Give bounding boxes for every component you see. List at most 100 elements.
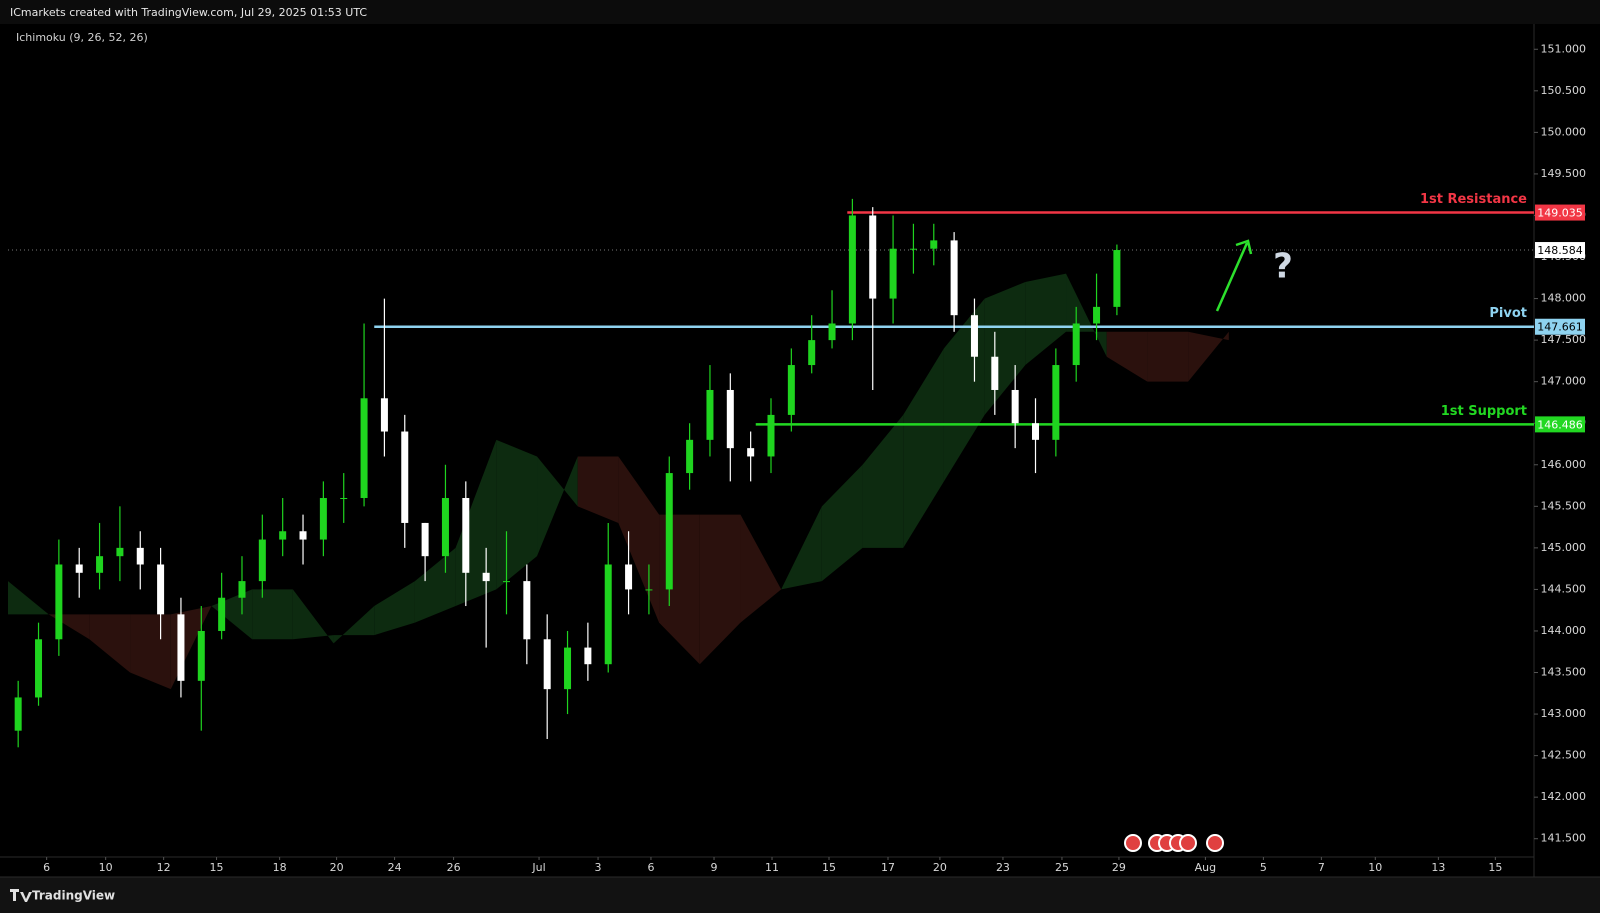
x-tick-label: 18 — [273, 861, 287, 874]
cloud-segment — [740, 514, 782, 623]
cloud-segment — [821, 464, 863, 582]
y-tick-label: 149.500 — [1541, 167, 1587, 180]
event-icon[interactable] — [1206, 834, 1224, 852]
x-tick-label: Jul — [531, 861, 545, 874]
x-tick-label: 13 — [1431, 861, 1445, 874]
event-icon[interactable] — [1124, 834, 1142, 852]
candle-body — [808, 340, 816, 366]
y-tick-label: 145.000 — [1541, 541, 1587, 554]
candle-body — [950, 240, 958, 316]
x-tick-label: 12 — [157, 861, 171, 874]
cloud-segment — [577, 456, 619, 523]
cloud-segment — [8, 581, 49, 615]
annotation: ? — [1273, 247, 1293, 287]
candle-body — [340, 498, 348, 500]
cloud-segment — [292, 589, 334, 644]
x-tick-label: 23 — [996, 861, 1010, 874]
candle-body — [319, 498, 327, 540]
cloud-segment — [89, 614, 131, 673]
candle-body — [136, 547, 144, 565]
x-tick-label: 25 — [1055, 861, 1069, 874]
y-tick-label: 146.000 — [1541, 458, 1587, 471]
x-tick-label: 6 — [647, 861, 654, 874]
candle-body — [401, 431, 409, 523]
candle-body — [482, 572, 490, 582]
footer-bar — [0, 877, 1600, 913]
cloud-segment — [862, 414, 904, 548]
y-tick-label: 144.000 — [1541, 624, 1587, 637]
x-tick-label: 24 — [388, 861, 402, 874]
candle-body — [625, 564, 633, 590]
level-label: 1st Support — [1441, 404, 1527, 419]
candle-body — [279, 531, 287, 540]
candle-body — [828, 323, 836, 341]
level-price-label: 149.035 — [1537, 207, 1583, 220]
candle-body — [75, 564, 83, 573]
candle-body — [604, 564, 612, 665]
level-label: 1st Resistance — [1420, 192, 1527, 207]
candle-body — [1093, 306, 1101, 324]
cloud-segment — [1025, 273, 1067, 366]
candle-body — [869, 215, 877, 299]
candle-body — [889, 248, 897, 299]
x-tick-label: 15 — [210, 861, 224, 874]
x-tick-label: 11 — [765, 861, 779, 874]
x-tick-label: 17 — [881, 861, 895, 874]
level-price-box — [1535, 318, 1585, 335]
candle-body — [441, 498, 449, 557]
x-tick-label: 3 — [595, 861, 602, 874]
event-icon[interactable] — [1179, 834, 1197, 852]
candle-body — [157, 564, 165, 615]
last-price-box — [1535, 242, 1585, 259]
candle-body — [767, 414, 775, 457]
candle-body — [1032, 423, 1040, 440]
y-tick-label: 141.500 — [1541, 832, 1587, 845]
x-tick-label: 10 — [99, 861, 113, 874]
x-tick-label: 15 — [822, 861, 836, 874]
level-label: Pivot — [1489, 306, 1527, 321]
candle-body — [970, 315, 978, 357]
candle-body — [523, 581, 531, 640]
logo — [10, 889, 32, 902]
x-tick-label: 20 — [330, 861, 344, 874]
candle-body — [645, 589, 653, 591]
x-tick-label: 15 — [1488, 861, 1502, 874]
candle-body — [665, 473, 673, 590]
candle-body — [14, 697, 22, 731]
cloud-segment — [903, 348, 944, 548]
candle-body — [747, 448, 755, 457]
cloud-segment — [333, 606, 375, 644]
y-tick-label: 148.000 — [1541, 292, 1587, 305]
level-price-box — [1535, 416, 1585, 433]
footer-brand[interactable]: TradingView — [32, 889, 115, 903]
y-tick-label: 150.500 — [1541, 84, 1587, 97]
candle-body — [787, 365, 795, 415]
event-icons — [1124, 834, 1224, 852]
y-tick-label: 147.000 — [1541, 375, 1587, 388]
candle-body — [96, 556, 104, 573]
cloud-segment — [1106, 331, 1148, 382]
cloud-segment — [1147, 331, 1189, 382]
y-tick-label: 143.000 — [1541, 707, 1587, 720]
candle-body — [238, 581, 246, 598]
y-tick-label: 143.500 — [1541, 666, 1587, 679]
cloud-segment — [699, 514, 741, 665]
candle-body — [218, 597, 226, 631]
y-tick-label: 142.500 — [1541, 749, 1587, 762]
candle-body — [299, 531, 307, 540]
candle-body — [116, 547, 124, 557]
level-price-label: 146.486 — [1537, 418, 1583, 431]
candle-body — [502, 581, 510, 583]
cloud-segment — [1188, 331, 1229, 382]
candle-body — [543, 639, 551, 690]
candle-body — [909, 248, 917, 250]
y-tick-label: 142.000 — [1541, 790, 1587, 803]
candle-body — [380, 398, 388, 432]
candle-body — [177, 614, 185, 681]
candle-body — [1011, 389, 1019, 424]
candle-body — [584, 647, 592, 665]
indicator-legend[interactable]: Ichimoku (9, 26, 52, 26) — [16, 31, 148, 44]
